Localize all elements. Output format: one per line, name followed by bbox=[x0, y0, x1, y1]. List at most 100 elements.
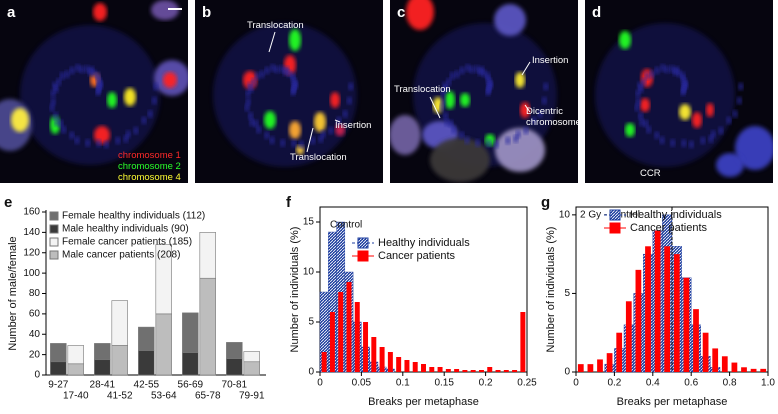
legend-swatch bbox=[357, 250, 369, 262]
y-tick-label: 40 bbox=[29, 329, 41, 340]
histogram-bar bbox=[654, 230, 661, 372]
chromosome-signal bbox=[430, 138, 490, 182]
bar-segment bbox=[50, 343, 67, 363]
y-axis-label: Number of male/female bbox=[7, 236, 19, 350]
legend-label: Cancer patients bbox=[378, 250, 456, 262]
chromosome-signal bbox=[706, 103, 714, 117]
chromosome bbox=[531, 116, 537, 125]
chromosome bbox=[103, 140, 109, 149]
histogram-bar bbox=[616, 332, 623, 372]
chromosome bbox=[485, 75, 491, 84]
x-tick-label: 65-78 bbox=[195, 391, 221, 402]
bar-segment bbox=[111, 345, 128, 376]
chromosome-signal bbox=[163, 72, 177, 88]
histogram-bar bbox=[470, 370, 476, 372]
chromosome bbox=[50, 97, 56, 106]
x-tick-label: 0.4 bbox=[646, 378, 660, 389]
chromosome bbox=[79, 65, 85, 74]
legend-swatch bbox=[49, 250, 59, 260]
chromosome-signal bbox=[494, 4, 526, 36]
histogram-bar bbox=[664, 246, 671, 372]
panel-letter: g bbox=[541, 194, 550, 211]
chromosome bbox=[53, 84, 59, 93]
chromosome bbox=[477, 68, 483, 77]
chromosome bbox=[254, 71, 260, 80]
histogram-bar bbox=[693, 309, 699, 372]
histogram-bar bbox=[478, 370, 484, 372]
legend-swatch bbox=[609, 209, 621, 221]
legend-swatch bbox=[609, 222, 621, 234]
chromosome bbox=[256, 125, 262, 134]
histogram-bar bbox=[645, 246, 651, 372]
chromosome bbox=[649, 70, 655, 79]
x-tick-label: 0.2 bbox=[479, 378, 493, 389]
chromosome-signal bbox=[335, 124, 345, 136]
x-axis-label: Breaks per metaphase bbox=[368, 396, 479, 408]
chromosome bbox=[64, 70, 70, 79]
histogram-bar bbox=[396, 357, 402, 372]
legend-swatch bbox=[357, 237, 369, 249]
label: Insertion bbox=[335, 120, 372, 131]
chromosome bbox=[449, 71, 455, 80]
x-tick-label: 0.2 bbox=[607, 378, 621, 389]
histogram-bar bbox=[412, 362, 418, 372]
chromosome bbox=[96, 81, 102, 90]
y-axis-label: Number of individuals (%) bbox=[289, 227, 301, 353]
chromosome bbox=[259, 70, 265, 79]
chromosome bbox=[53, 111, 59, 120]
chromosome bbox=[125, 130, 131, 139]
chromosome bbox=[69, 66, 75, 75]
chromosome bbox=[486, 81, 492, 90]
label: Translocation bbox=[247, 20, 304, 31]
histogram-bar bbox=[487, 367, 493, 372]
arrow bbox=[334, 119, 341, 123]
y-tick-label: 0 bbox=[308, 367, 314, 378]
chromosome bbox=[676, 69, 682, 78]
chromosome bbox=[732, 109, 738, 118]
panel-letter: a bbox=[7, 4, 16, 21]
arrow bbox=[524, 104, 531, 113]
chromosome bbox=[280, 138, 286, 147]
label: chromosome 4 bbox=[118, 172, 181, 183]
y-tick-label: 5 bbox=[308, 317, 314, 328]
histogram-bar bbox=[673, 254, 680, 372]
histogram-bar bbox=[512, 370, 518, 372]
chromosome bbox=[700, 136, 706, 145]
chromosome bbox=[328, 126, 334, 135]
chromosome-signal bbox=[625, 123, 635, 137]
chromosome bbox=[264, 131, 270, 140]
legend-label: Healthy individuals bbox=[378, 237, 470, 249]
chromosome bbox=[291, 81, 297, 90]
histogram-bar bbox=[445, 369, 451, 372]
chromosome bbox=[523, 126, 529, 135]
y-tick-label: 140 bbox=[23, 227, 40, 238]
chromosome-signal bbox=[289, 121, 301, 139]
bar-segment bbox=[199, 232, 216, 279]
chromosome bbox=[643, 119, 649, 128]
panel-letter: d bbox=[592, 4, 602, 21]
chromosome bbox=[641, 77, 647, 86]
chromosome bbox=[654, 66, 660, 75]
chromosome bbox=[481, 69, 487, 78]
y-tick-label: 160 bbox=[23, 207, 40, 218]
chromosome bbox=[253, 119, 259, 128]
bar-segment bbox=[243, 361, 260, 376]
chromosome bbox=[115, 136, 121, 145]
bar-segment bbox=[226, 342, 243, 359]
legend-swatch bbox=[49, 237, 59, 247]
chromosome bbox=[282, 68, 288, 77]
chromosome bbox=[688, 140, 694, 149]
bar-segment bbox=[67, 345, 84, 365]
chromosome bbox=[440, 97, 446, 106]
chromosome bbox=[320, 130, 326, 139]
chromosome-signal bbox=[515, 72, 525, 88]
chromosome bbox=[443, 111, 449, 120]
bar-segment bbox=[155, 313, 172, 376]
x-tick-label: 1.0 bbox=[761, 378, 775, 389]
x-tick-label: 41-52 bbox=[107, 391, 133, 402]
chromosome bbox=[446, 77, 452, 86]
label: chromosome 1 bbox=[118, 150, 181, 161]
chromosome bbox=[151, 96, 157, 105]
histogram-bar bbox=[741, 367, 747, 372]
